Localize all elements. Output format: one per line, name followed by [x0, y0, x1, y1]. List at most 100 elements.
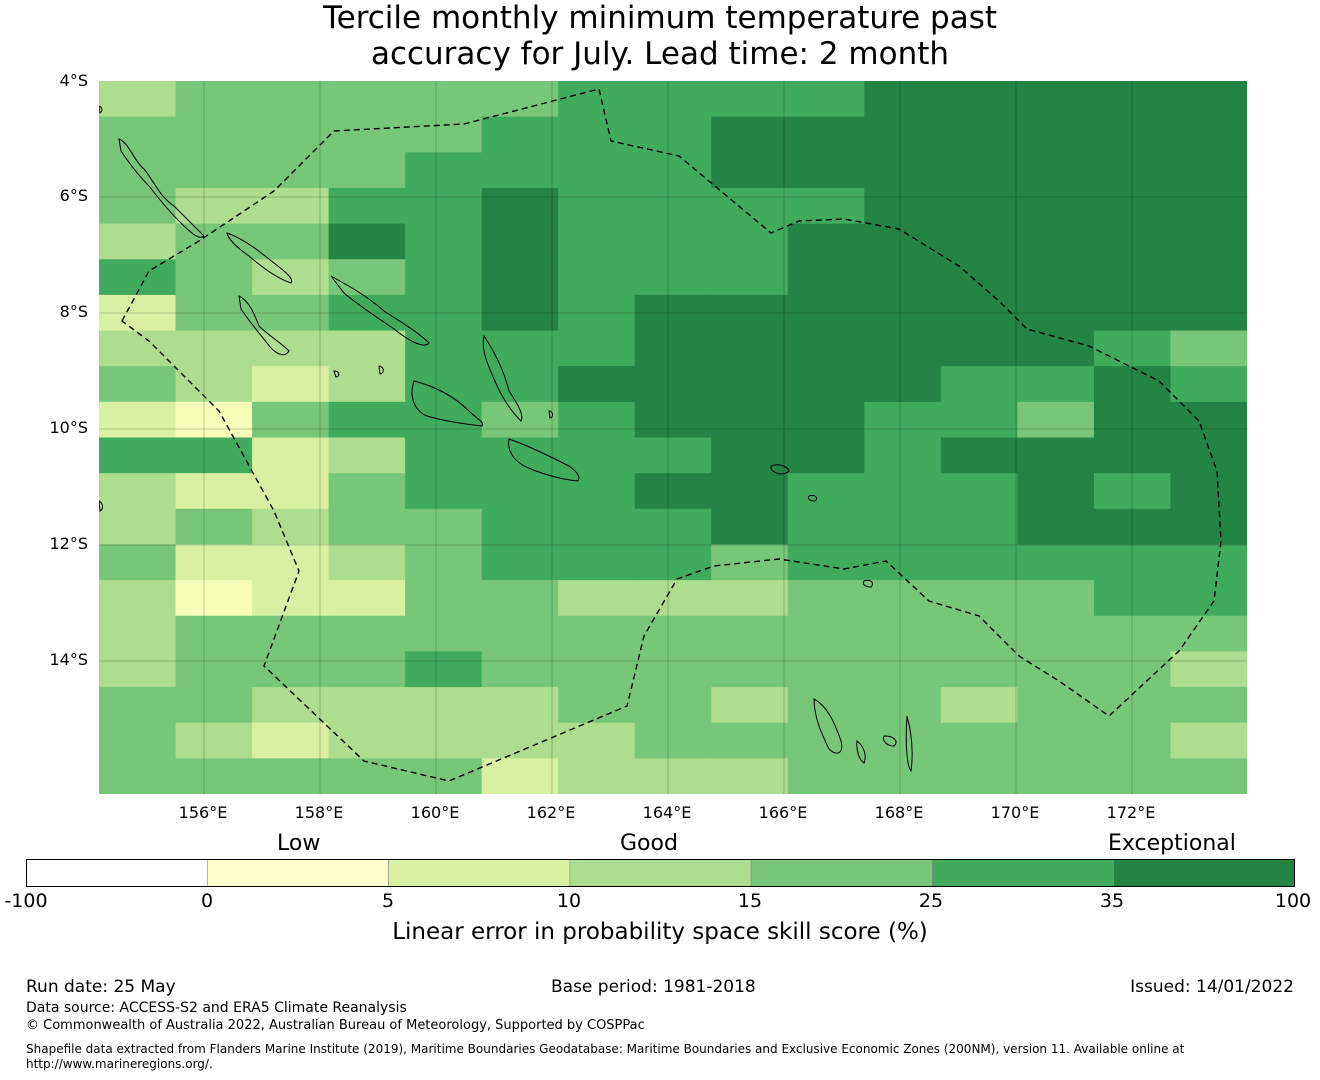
grid-cell	[99, 615, 177, 652]
colorbar-segment	[569, 859, 752, 887]
grid-cell	[787, 580, 865, 617]
grid-cell	[864, 152, 942, 189]
grid-cell	[634, 223, 712, 260]
grid-cell	[175, 437, 253, 474]
colorbar-segment	[26, 859, 208, 887]
grid-cell	[1170, 401, 1247, 439]
colorbar-segment	[1113, 859, 1295, 887]
grid-cell	[328, 615, 406, 652]
grid-cell	[940, 473, 1018, 510]
grid-cell	[1093, 116, 1172, 153]
lon-label-170e: 170°E	[990, 803, 1040, 822]
grid-cell	[1017, 615, 1095, 652]
lat-label-10s: 10°S	[49, 418, 88, 437]
grid-cell	[558, 580, 636, 617]
grid-cell	[252, 687, 330, 724]
grid-cell	[99, 544, 177, 581]
grid-cell	[940, 651, 1018, 688]
grid-cell	[405, 116, 483, 153]
grid-cell	[1093, 544, 1172, 581]
island-pentecost	[905, 715, 913, 773]
grid-cell	[864, 580, 942, 617]
grid-cell	[711, 580, 789, 617]
grid-cell	[481, 544, 559, 581]
grid-cell	[634, 294, 712, 332]
grid-cell	[787, 187, 865, 225]
grid-cell	[940, 259, 1018, 296]
map-title-line-1: Tercile monthly minimum temperature past	[322, 0, 998, 36]
grid-cell	[175, 152, 253, 189]
grid-cell	[1093, 722, 1172, 759]
grid-cell	[940, 615, 1018, 652]
island-makira	[508, 438, 580, 482]
grid-cell	[634, 187, 712, 225]
grid-cell	[1093, 187, 1172, 225]
grid-cell	[1017, 401, 1095, 439]
grid-cell	[558, 81, 636, 118]
colorbar-segment	[750, 859, 933, 887]
grid-cell	[1170, 544, 1247, 581]
grid-cell	[1170, 152, 1247, 189]
grid-cell	[99, 473, 177, 510]
island-santa-isabel	[330, 275, 430, 346]
island-espiritu-santo	[813, 698, 843, 754]
shapefile-credit-line-1: Shapefile data extracted from Flanders M…	[26, 1042, 1185, 1056]
grid-cell	[711, 294, 789, 332]
grid-cell	[940, 401, 1018, 439]
grid-cell	[175, 366, 253, 403]
grid-cell	[328, 116, 406, 153]
grid-cell	[99, 259, 177, 296]
grid-cell	[787, 401, 865, 439]
grid-cell	[864, 401, 942, 439]
grid-cell	[1093, 152, 1172, 189]
grid-cell	[1170, 116, 1247, 153]
grid-cell	[175, 687, 253, 724]
island-torres	[807, 495, 818, 502]
grid-cell	[1093, 615, 1172, 652]
grid-cell	[558, 544, 636, 581]
grid-cell	[558, 473, 636, 510]
grid-cell	[1017, 544, 1095, 581]
grid-cell	[787, 294, 865, 332]
grid-cell	[328, 187, 406, 225]
grid-cell	[787, 615, 865, 652]
island-small-5	[548, 410, 553, 419]
grid-cell	[787, 259, 865, 296]
colorbar-border	[26, 859, 1295, 887]
grid-cell	[634, 401, 712, 439]
grid-cell	[1093, 223, 1172, 260]
grid-cell	[99, 437, 177, 474]
grid-cell	[1170, 259, 1247, 296]
grid-cell	[634, 259, 712, 296]
lat-label-4s: 4°S	[59, 71, 88, 90]
grid-cell	[1017, 437, 1095, 474]
grid-cell	[1017, 294, 1095, 332]
grid-cell	[99, 330, 177, 367]
grid-cell	[405, 294, 483, 332]
colorbar-tick-100: 100	[1274, 890, 1312, 912]
grid-cell	[711, 758, 789, 794]
grid-cell	[99, 508, 177, 546]
grid-cell	[481, 508, 559, 546]
skill-score-map	[99, 81, 1247, 794]
colorbar-segment	[388, 859, 571, 887]
grid-cell	[252, 330, 330, 367]
grid-cell	[99, 294, 177, 332]
grid-cell	[864, 473, 942, 510]
grid-cell	[787, 758, 865, 794]
grid-cell	[634, 116, 712, 153]
grid-cell	[405, 81, 483, 118]
grid-cell	[328, 687, 406, 724]
grid-cell	[864, 722, 942, 759]
grid-cell	[1093, 330, 1172, 367]
grid-cell	[328, 651, 406, 688]
grid-cell	[252, 508, 330, 546]
grid-cell	[787, 544, 865, 581]
lon-label-166e: 166°E	[758, 803, 808, 822]
grid-cell	[940, 508, 1018, 546]
grid-cell	[1093, 758, 1172, 794]
grid-cell	[1170, 81, 1247, 118]
grid-cell	[1170, 366, 1247, 403]
grid-cell	[711, 687, 789, 724]
grid-cell	[558, 508, 636, 546]
